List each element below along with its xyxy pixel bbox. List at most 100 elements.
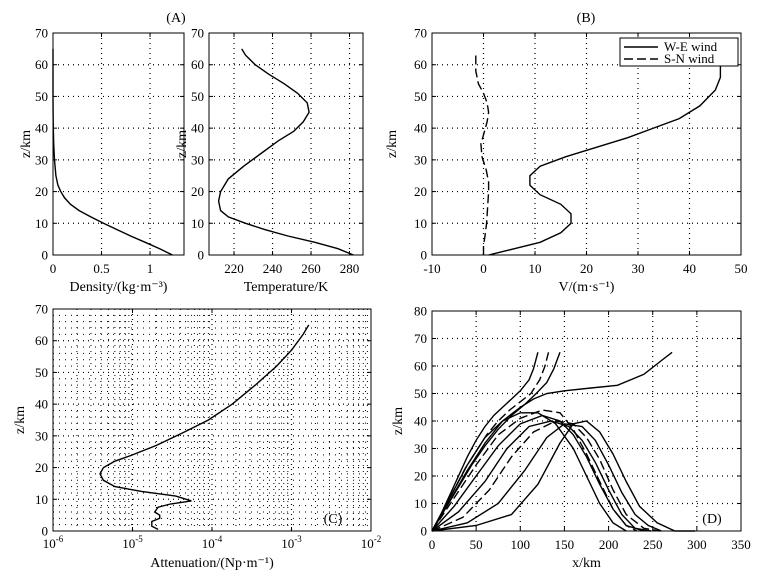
y-tick-label: 40 [414,121,427,136]
plot-frame [52,308,372,532]
x-tick-label: 10-5 [122,534,143,551]
x-tick-label: 10 [529,261,542,276]
series-line-1 [52,48,173,256]
y-tick-label: 0 [42,524,49,539]
y-tick-label: 20 [414,184,427,199]
y-axis-label: z/km [391,407,406,435]
x-tick-label-exponent: -6 [56,534,64,544]
series-line-1 [99,324,310,531]
x-tick-label: 260 [301,261,321,276]
legend-entry: W-E wind [664,39,718,54]
panel-a-density: 0 0.5 1010203040506070Density/(kg·m⁻³)z/km… [19,11,186,295]
y-tick-label: 10 [414,496,427,511]
series-line-6 [431,409,638,532]
x-tick-label-base: 10 [43,536,56,551]
x-axis-label: V/(m·s⁻¹) [559,280,615,295]
x-tick-label-exponent: -4 [215,534,223,544]
y-tick-label: 60 [414,57,427,72]
x-tick-label: 10-6 [43,534,64,551]
series-line-1 [488,64,722,256]
x-axis-label: Temperature/K [244,280,329,295]
x-tick-label: 300 [687,537,707,552]
plot-frame [431,310,742,532]
y-tick-label: 20 [191,184,204,199]
x-tick-label-exponent: -2 [374,534,382,544]
x-tick-label: 250 [643,537,663,552]
x-tick-label: 0 [50,261,57,276]
x-tick-label-base: 10 [202,536,215,551]
plot-frame [208,32,364,256]
x-tick-label-exponent: -5 [135,534,143,544]
y-tick-label: 50 [35,89,48,104]
y-tick-label: 70 [35,26,48,41]
x-tick-label: 10-4 [202,534,223,551]
y-tick-label: 70 [414,331,427,346]
panel-label: (B) [577,11,596,26]
x-tick-label: 0.5 [93,261,109,276]
y-tick-label: 30 [191,152,204,167]
series-line-1 [217,48,354,256]
x-tick-label: 280 [340,261,360,276]
y-tick-label: 40 [35,121,48,136]
series-line-4 [431,351,673,532]
series-line-1 [431,352,539,532]
series-line-9 [431,420,660,532]
y-tick-label: 10 [35,492,48,507]
y-tick-label: 0 [198,248,205,263]
panel-d-ray-paths: 0 50 100 150 200 250 300 350 0 10 20 30 40 50 60 70 80 x/… [391,304,751,572]
y-tick-label: 50 [35,365,48,380]
y-tick-label: 80 [414,304,427,319]
y-tick-label: 60 [191,57,204,72]
y-axis-label: z/km [175,130,190,158]
series-line-11 [431,420,696,532]
x-tick-label: 20 [580,261,593,276]
x-tick-label: 40 [683,261,696,276]
x-tick-label: 50 [470,537,483,552]
y-tick-label: 60 [35,333,48,348]
x-tick-label: 150 [555,537,575,552]
panel-label: (C) [324,512,343,527]
x-tick-label: 200 [599,537,619,552]
plot-frame [431,32,742,256]
y-tick-label: 20 [35,184,48,199]
y-tick-label: 10 [414,216,427,231]
panel-label: (A) [166,11,186,26]
legend-box [619,37,739,67]
series-line-10 [431,423,662,532]
panel-a-temperature: 220 240 260 280 0 10 20 30 40 50 60 70 Temperature/K… [175,26,364,295]
y-tick-label: 30 [414,441,427,456]
series-line-8 [431,420,652,532]
y-tick-label: 30 [35,152,48,167]
y-tick-label: 30 [414,152,427,167]
x-tick-label: 350 [731,537,751,552]
y-tick-label: 10 [191,216,204,231]
y-tick-label: 70 [191,26,204,41]
x-tick-label: 50 [735,261,748,276]
x-tick-label: 1 [147,261,154,276]
y-tick-label: 40 [35,397,48,412]
y-tick-label: 50 [414,89,427,104]
x-tick-label-exponent: -3 [294,534,302,544]
y-tick-label: 20 [414,469,427,484]
y-tick-label: 70 [414,26,427,41]
x-tick-label: 220 [224,261,244,276]
y-tick-label: 60 [414,359,427,374]
series-line-5 [431,412,627,532]
y-axis-label: z/km [13,406,28,434]
plot-frame [52,32,185,256]
y-tick-label: 40 [191,121,204,136]
x-axis-label: Density/(kg·m⁻³) [70,280,168,295]
x-tick-label: 0 [480,261,487,276]
legend-entry: S-N wind [664,51,715,66]
x-axis-label: Attenuation/(Np·m⁻¹) [150,556,274,571]
y-tick-label: 40 [414,414,427,429]
series-line-2 [475,55,490,255]
y-tick-label: 10 [35,216,48,231]
y-tick-label: 0 [42,248,49,263]
y-tick-label: 20 [35,460,48,475]
x-tick-label-base: 10 [361,536,374,551]
y-tick-label: 50 [414,386,427,401]
y-tick-label: 50 [191,89,204,104]
panel-c-attenuation: 10-6 10-5 10-4 10-3 10-2010203040506070Atten… [13,302,381,572]
